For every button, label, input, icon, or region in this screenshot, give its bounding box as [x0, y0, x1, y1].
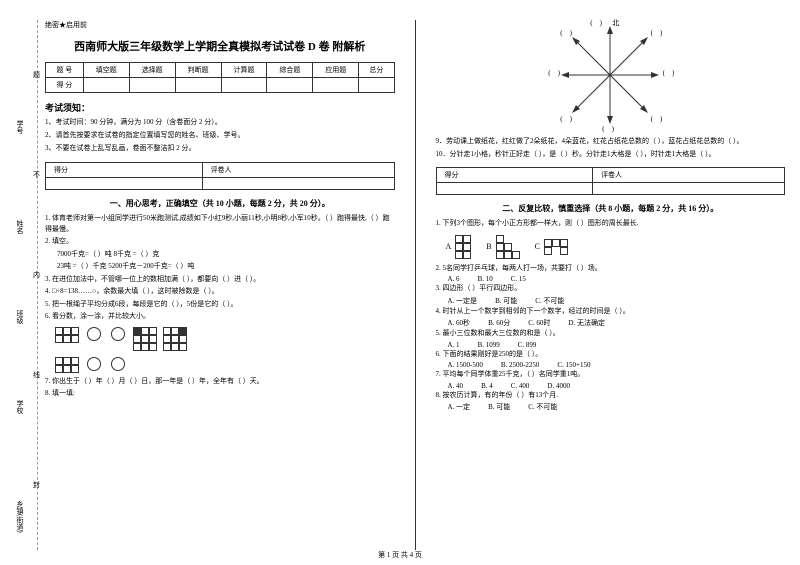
column-divider: [415, 20, 416, 550]
s2q2-opts: A. 6B. 10C. 15: [448, 275, 786, 283]
s2q2: 2. 5名同学打乒乓球，每两人打一场，共要打（ ）场。: [436, 263, 786, 274]
q3: 3. 在进位加法中，不管哪一位上的数相加满（ ），都要向（ ）进（ ）。: [45, 274, 395, 285]
section-1-title: 一、用心思考，正确填空（共 10 小题，每题 2 分，共 20 分）。: [45, 198, 395, 209]
grader-table-2: 得分评卷人: [436, 167, 786, 195]
q1: 1. 体育老师对第一小组同学进行50米跑测试,成绩如下小红9秒,小丽11秒,小明…: [45, 213, 395, 234]
notice-2: 2、请首先按要求在试卷的指定位置填写您的姓名、班级、学号。: [45, 131, 395, 141]
binding-xuexiao: 学校: [15, 400, 25, 414]
label-b: B: [486, 242, 491, 251]
grid-fig-3: [163, 327, 187, 351]
s2q8-opts: A. 一定B. 可能C. 不可能: [448, 402, 786, 412]
cut3: 内: [33, 270, 40, 280]
binding-xuehao: 学号: [15, 120, 25, 134]
binding-xingming: 姓名: [15, 220, 25, 234]
right-column: 北 ( ) ( ) ( ) ( ) ( ) ( ) ( ) ( ) 9．劳动课上…: [436, 20, 786, 550]
s2q5-opts: A. 1B. 1099C. 899: [448, 341, 786, 349]
s2q8: 8. 按农历计算，有的年份（ ）有13个月.: [436, 390, 786, 401]
content-area: 绝密★启用前 西南师大版三年级数学上学期全真模拟考试试卷 D 卷 附解析 题 号…: [45, 20, 785, 550]
score-header-row: 题 号 填空题 选择题 判断题 计算题 综合题 应用题 总分: [46, 63, 395, 78]
label-c: C: [535, 242, 540, 251]
grid-fig-4: [55, 357, 79, 373]
q2c: 23吨 =（ ）千克 5200千克－200千克=（ ）吨: [57, 261, 395, 272]
s2q1: 1. 下列3个图形，每个小正方形都一样大，则（ ）图形的周长最长.: [436, 218, 786, 229]
s2q5: 5. 最小三位数和最大三位数的和是（ ）。: [436, 328, 786, 339]
s2q3-opts: A. 一定是B. 可能C. 不可能: [448, 296, 786, 306]
s2q1-shapes: A B C: [446, 235, 786, 259]
s2q4-opts: A. 60秒B. 60分C. 60时D. 无法确定: [448, 318, 786, 328]
score-value-row: 得 分: [46, 78, 395, 93]
pie-2: [111, 327, 125, 341]
compass-figure: 北 ( ) ( ) ( ) ( ) ( ) ( ) ( ) ( ): [550, 20, 670, 130]
binding-banji: 班级: [15, 310, 25, 324]
s2q7-opts: A. 40B. 4C. 400D. 4000: [448, 382, 786, 390]
q6: 6. 看分数，涂一涂，并比较大小。: [45, 311, 395, 322]
s2q6-opts: A. 1500-500B. 2500-2250C. 150+150: [448, 361, 786, 369]
pie-4: [111, 357, 125, 371]
q7: 7. 你出生于（ ）年（ ）月（ ）日，那一年是（ ）年，全年有（ ）天。: [45, 376, 395, 387]
cut5: 题: [33, 70, 40, 80]
cut4: 不: [33, 170, 40, 180]
q6-figures: [55, 327, 395, 351]
score-table: 题 号 填空题 选择题 判断题 计算题 综合题 应用题 总分 得 分: [45, 62, 395, 93]
page-footer: 第 1 页 共 4 页: [0, 550, 800, 560]
binding-margin: 乡镇(街道) 学校 班级 姓名 学号 封 线 内 不 题: [15, 20, 45, 550]
label-a: A: [446, 242, 452, 251]
q4: 4. □÷8=138……○，余数最大填（ ），这时被除数是（ ）。: [45, 286, 395, 297]
q2a: 2. 填空。: [45, 236, 395, 247]
notice-1: 1、考试时间：90 分钟，满分为 100 分（含卷面分 2 分）。: [45, 118, 395, 128]
section-2-title: 二、反复比较，慎重选择（共 8 小题，每题 2 分，共 16 分）。: [436, 203, 786, 214]
q6-figures-row2: [55, 357, 395, 373]
exam-title: 西南师大版三年级数学上学期全真模拟考试试卷 D 卷 附解析: [45, 38, 395, 54]
secret-label: 绝密★启用前: [45, 20, 395, 30]
pie-1: [87, 327, 101, 341]
binding-xiang: 乡镇(街道): [15, 500, 25, 533]
grader-table-1: 得分评卷人: [45, 162, 395, 190]
s2q6: 6. 下面的结果刚好是250的是（ ）。: [436, 349, 786, 360]
q8: 8. 填一填:: [45, 388, 395, 399]
q2b: 7000千克=（ ）吨 8千克 =（ ）克: [57, 249, 395, 260]
q9: 9．劳动课上做纸花，红红做了2朵纸花，4朵蓝花，红花占纸花总数的（ ），蓝花占纸…: [436, 136, 786, 147]
grid-fig-1: [55, 327, 79, 351]
s2q4: 4. 时针从上一个数字到相邻的下一个数字，经过的时间是（ ）。: [436, 306, 786, 317]
left-column: 绝密★启用前 西南师大版三年级数学上学期全真模拟考试试卷 D 卷 附解析 题 号…: [45, 20, 395, 550]
cut2: 线: [33, 370, 40, 380]
cut1: 封: [33, 480, 40, 490]
notice-3: 3、不要在试卷上乱写乱画，卷面不整洁扣 2 分。: [45, 144, 395, 154]
q10: 10．分针走1小格，秒针正好走（ ），是（ ）秒。分针走1大格是（ ），时针走1…: [436, 149, 786, 160]
binding-dashed-line: [37, 20, 38, 550]
compass-north: 北: [612, 18, 619, 28]
q5: 5. 把一根绳子平均分成6段，每段是它的（ ），5份是它的（ ）。: [45, 299, 395, 310]
s2q3: 3. 四边形（ ）平行四边形。: [436, 283, 786, 294]
grid-fig-2: [133, 327, 157, 351]
notice-title: 考试须知：: [45, 101, 395, 114]
s2q7: 7. 平均每个同学体重25千克，（ ）名同学重1吨。: [436, 369, 786, 380]
pie-3: [87, 357, 101, 371]
